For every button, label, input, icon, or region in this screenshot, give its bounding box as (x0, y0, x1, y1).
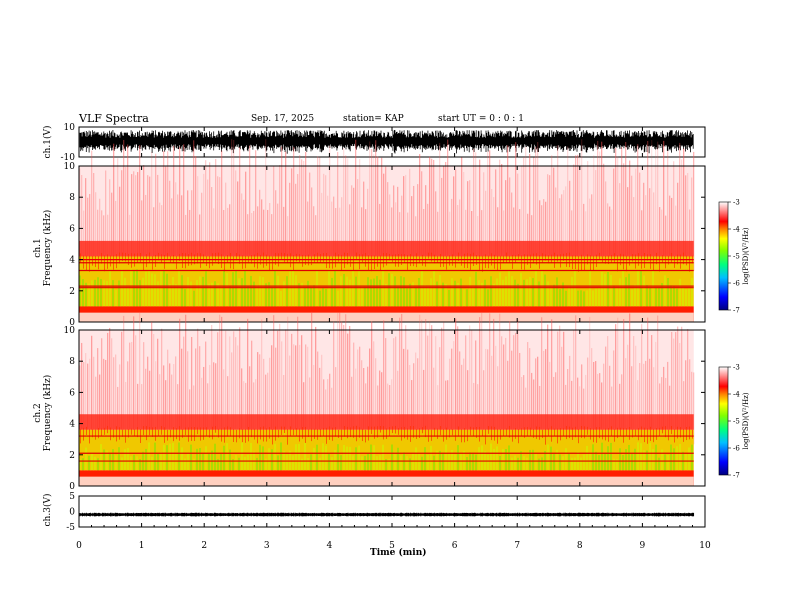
ch2-spectrogram-image (79, 311, 695, 486)
ch3-ytick-label: 0 (69, 508, 75, 518)
spec-saturated (79, 476, 694, 486)
xtick-label: 0 (76, 541, 82, 551)
station-label: station= KAP (343, 114, 404, 124)
ch2-spec-ylabel-text: ch.2 Frequency (kHz) (33, 374, 53, 452)
spec-red-band (79, 414, 694, 430)
spec-ytick-label: 8 (69, 193, 75, 203)
colorbar-tick-label: -5 (733, 253, 740, 261)
spec-ytick-label: 2 (69, 287, 75, 297)
date-label: Sep. 17, 2025 (251, 114, 315, 124)
xtick-label: 2 (201, 541, 207, 551)
ch3-waveform-frame (78, 495, 706, 528)
colorbar-label: log(PSD)(V²/Hz) (742, 392, 750, 449)
ch1-spec-ylabel-text: ch.1 Frequency (kHz) (33, 209, 53, 287)
spec-ytick-label: 10 (64, 326, 76, 336)
xtick-label: 7 (514, 541, 520, 551)
xtick-label: 6 (452, 541, 458, 551)
colorbar-tick-label: -3 (733, 364, 740, 372)
ch3-ylabel: ch.3(V) (43, 493, 53, 527)
ch3-ytick-label: 5 (69, 492, 75, 502)
spec-red-band (79, 240, 694, 257)
colorbar-tick-label: -4 (733, 226, 740, 234)
spec-ytick-label: 6 (69, 388, 75, 398)
x-axis-label: Time (min) (370, 548, 427, 558)
colorbar-tick-label: -7 (733, 472, 740, 480)
colorbar-tick-label: -6 (733, 445, 740, 453)
figure-title: VLF Spectra (79, 112, 149, 125)
ch1-ytick-label: 10 (64, 123, 76, 133)
colorbar-1 (718, 201, 729, 311)
spec-ytick-label: 8 (69, 357, 75, 367)
ch2-spec-ylabel: ch.2 Frequency (kHz) (33, 358, 53, 468)
spec-ytick-label: 6 (69, 224, 75, 234)
spec-ytick-label: 0 (69, 318, 75, 328)
xtick-label: 10 (699, 541, 711, 551)
xtick-label: 1 (139, 541, 145, 551)
ch1-ytick-label: -10 (61, 153, 76, 163)
spec-ytick-label: 0 (69, 482, 75, 492)
xtick-label: 9 (640, 541, 646, 551)
ch3-ytick-label: -5 (66, 523, 75, 533)
colorbar-tick-label: -4 (733, 391, 740, 399)
ch1-ylabel: ch.1(V) (43, 125, 53, 159)
spec-saturated (79, 312, 694, 322)
colorbar-tick-label: -7 (733, 307, 740, 315)
start-time-label: start UT = 0 : 0 : 1 (438, 114, 524, 124)
spec-ytick-label: 2 (69, 451, 75, 461)
colorbar-tick-label: -3 (733, 199, 740, 207)
spec-ytick-label: 10 (64, 162, 76, 172)
spec-ytick-label: 4 (69, 420, 75, 430)
xtick-label: 4 (327, 541, 333, 551)
colorbar-tick-label: -6 (733, 280, 740, 288)
colorbar-tick-label: -5 (733, 418, 740, 426)
spec-ytick-label: 4 (69, 256, 75, 266)
colorbar-label: log(PSD)(V²/Hz) (742, 227, 750, 284)
xtick-label: 8 (577, 541, 583, 551)
ch1-waveform-trace (79, 130, 694, 154)
colorbar-2 (718, 366, 729, 476)
xtick-label: 3 (264, 541, 270, 551)
ch3-waveform-trace (79, 512, 695, 517)
xtick-label: 5 (389, 541, 395, 551)
ch1-spec-ylabel: ch.1 Frequency (kHz) (33, 193, 53, 303)
ch1-spectrogram-image (79, 139, 695, 322)
